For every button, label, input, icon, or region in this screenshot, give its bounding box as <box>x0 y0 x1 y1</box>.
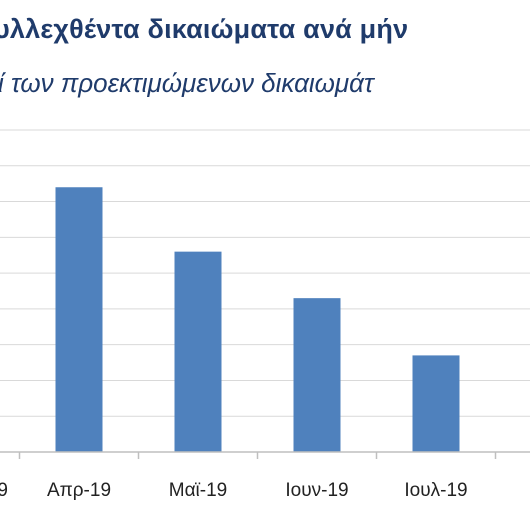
x-tick-label: Ιουν-19 <box>285 480 348 501</box>
x-tick-label: Ιουλ-19 <box>404 480 467 501</box>
bars <box>55 187 460 452</box>
x-tick-label: Απρ-19 <box>47 480 111 501</box>
x-tick-label: 9 <box>0 480 8 501</box>
bar-3 <box>293 298 341 452</box>
bar-1 <box>55 187 103 452</box>
x-tick-label: Μαϊ-19 <box>169 480 228 501</box>
chart-title: υλλεχθέντα δικαιώματα ανά μήν <box>0 14 409 44</box>
chart-subtitle: ί των προεκτιμώμενων δικαιωμάτ <box>0 68 374 98</box>
bar-2 <box>174 251 222 452</box>
bar-4 <box>412 355 460 452</box>
